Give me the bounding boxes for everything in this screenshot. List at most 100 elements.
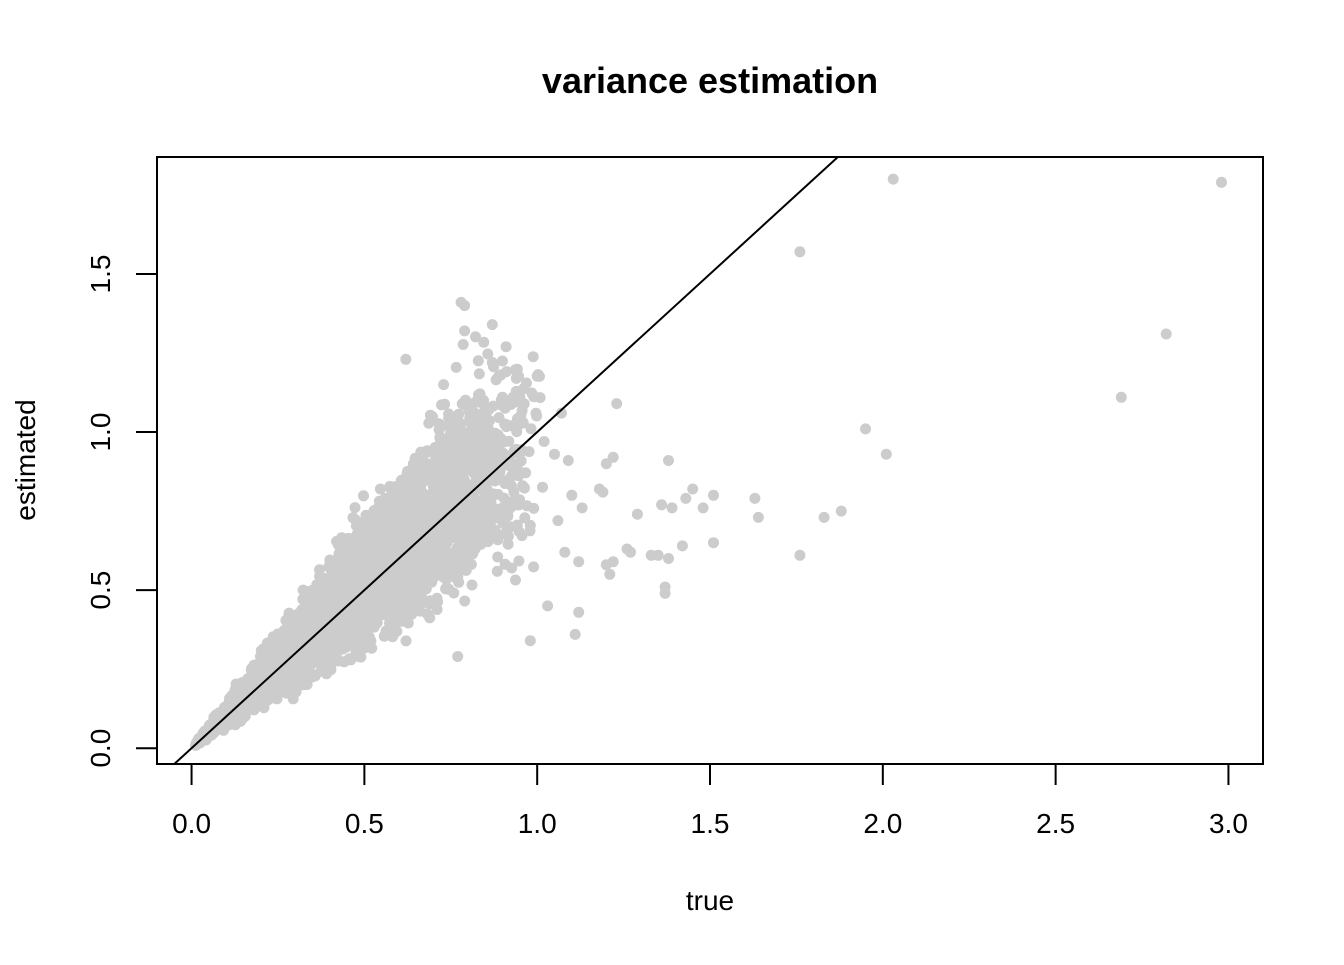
scatter-point-outlier [455, 296, 467, 308]
scatter-point [231, 698, 243, 710]
scatter-point [435, 454, 447, 466]
x-axis-label: true [686, 885, 734, 916]
scatter-point [380, 511, 392, 523]
scatter-point [319, 611, 331, 623]
scatter-point-outlier [880, 448, 892, 460]
x-axis: 0.0 0.5 1.0 1.5 2.0 2.5 3.0 [172, 763, 1248, 839]
scatter-point [434, 464, 446, 476]
scatter-point [349, 502, 361, 514]
scatter-point [433, 418, 445, 430]
scatter-point [346, 604, 358, 616]
scatter-point [439, 398, 451, 410]
scatter-point [528, 561, 540, 573]
scatter-point [374, 558, 386, 570]
x-tick-label: 0.0 [172, 808, 211, 839]
scatter-point [454, 489, 466, 501]
scatter-point [358, 490, 369, 502]
y-tick-label: 0.0 [85, 729, 116, 768]
scatter-point [340, 626, 352, 638]
scatter-point-outlier [600, 559, 612, 571]
scatter-point [338, 656, 350, 668]
scatter-point [499, 558, 511, 570]
scatter-point [447, 422, 459, 433]
scatter-point [411, 602, 423, 614]
scatter-point-outlier [514, 391, 526, 403]
scatter-point [473, 368, 485, 380]
scatter-point-outlier [549, 448, 560, 460]
scatter-point [397, 545, 409, 557]
scatter-point-outlier [559, 546, 571, 558]
scatter-point-outlier [663, 455, 674, 466]
scatter-point [438, 379, 450, 391]
scatter-point [490, 374, 502, 386]
scatter-point [475, 502, 487, 514]
scatter-point [478, 416, 489, 428]
scatter-point [471, 515, 483, 526]
scatter-point [312, 651, 324, 663]
scatter-point-outlier [576, 502, 588, 514]
scatter-point [483, 445, 495, 457]
scatter-point [410, 486, 422, 498]
scatter-point [428, 548, 440, 560]
scatter-point [472, 355, 484, 367]
scatter-point-outlier [687, 483, 699, 495]
scatter-point [432, 537, 443, 549]
scatter-point [440, 507, 452, 519]
scatter-point [353, 551, 365, 563]
scatter-point-outlier [573, 556, 585, 568]
scatter-point [438, 439, 450, 451]
scatter-point [384, 617, 395, 629]
x-tick-label: 0.5 [345, 808, 384, 839]
scatter-point [495, 399, 507, 411]
scatter-point [398, 500, 410, 512]
scatter-point [377, 527, 389, 539]
scatter-point [204, 723, 216, 735]
scatter-point [323, 578, 335, 590]
scatter-point-outlier [552, 515, 564, 527]
scatter-point-outlier [818, 511, 830, 523]
scatter-point [409, 554, 421, 566]
scatter-point [431, 603, 443, 615]
scatter-point [451, 515, 463, 527]
x-tick-label: 3.0 [1209, 808, 1248, 839]
scatter-point [355, 651, 367, 663]
scatter-point [462, 524, 473, 536]
scatter-point [513, 555, 525, 567]
scatter-point [281, 629, 293, 641]
scatter-point-outlier [500, 341, 512, 353]
scatter-point [466, 411, 478, 423]
scatter-point [481, 490, 493, 501]
scatter-point [366, 642, 378, 654]
scatter-point [413, 541, 425, 553]
scatter-point [524, 525, 536, 537]
scatter-point [493, 412, 505, 424]
y-tick-label: 0.5 [85, 571, 116, 610]
scatter-point-outlier [1115, 391, 1127, 403]
scatter-point [400, 635, 412, 647]
scatter-point [337, 587, 349, 598]
scatter-point [396, 593, 408, 605]
reference-line [172, 157, 840, 764]
scatter-point [349, 563, 361, 575]
scatter-point-outlier [600, 458, 612, 470]
scatter-point [278, 650, 290, 662]
scatter-point [495, 461, 507, 473]
scatter-point [299, 606, 311, 618]
scatter-point [363, 605, 375, 617]
scatter-point [420, 572, 432, 584]
reference-line-layer [172, 157, 840, 764]
scatter-point-outlier [542, 600, 554, 612]
scatter-point [493, 448, 505, 460]
scatter-point-outlier [697, 502, 709, 514]
scatter-point [301, 679, 313, 690]
scatter-point-outlier [680, 492, 692, 504]
scatter-point [300, 585, 312, 597]
scatter-point-outlier [538, 436, 550, 447]
scatter-point [492, 551, 504, 563]
scatter-point-outlier [562, 455, 574, 466]
scatter-point [450, 361, 462, 373]
scatter-point-outlier [400, 353, 412, 365]
scatter-point [438, 551, 450, 563]
scatter-point [520, 467, 532, 479]
